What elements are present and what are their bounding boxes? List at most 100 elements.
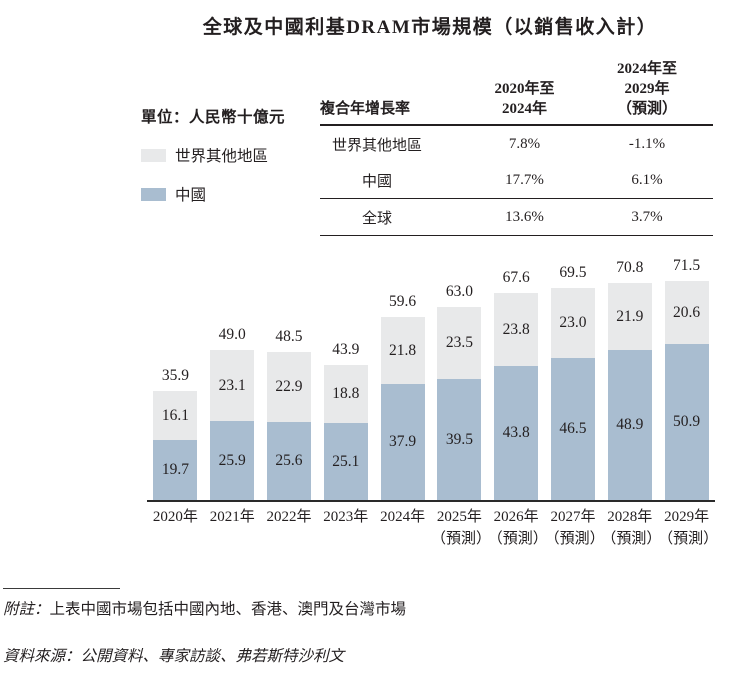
- bar-segment-value: 19.7: [161, 461, 189, 478]
- x-axis-tick-label: 2021年: [209, 509, 255, 525]
- bar-segment-value: 43.8: [502, 424, 530, 441]
- bar-group: 67.6 23.8 43.8: [488, 238, 545, 500]
- bar-total-label: 49.0: [218, 326, 246, 343]
- bar-segment-value: 20.6: [673, 303, 701, 321]
- stacked-bar-chart: 35.9 16.1 19.7 49.0 23.1 25.9 48.5 22.9 25.6 43.9…: [147, 238, 715, 500]
- bar-segment-value: 18.8: [332, 385, 360, 402]
- bar-stack: 21.8 37.9: [380, 317, 425, 500]
- bar-segment-china: 37.9: [380, 384, 425, 500]
- bar-segment-value: 21.8: [389, 341, 417, 359]
- bar-segment-value: 39.5: [445, 430, 473, 448]
- bar-segment-rest-of-world: 16.1: [153, 391, 198, 440]
- bar-total-label: 43.9: [332, 341, 360, 358]
- bar-segment-china: 48.9: [607, 350, 652, 500]
- bar-total-label: 71.5: [673, 257, 701, 274]
- x-axis-tick-label: 2028年 （預測）: [601, 509, 662, 547]
- bar-stack: 21.9 48.9: [607, 283, 652, 500]
- bar-group: 49.0 23.1 25.9: [204, 238, 261, 500]
- cagr-row-label: 中國: [361, 173, 392, 190]
- cagr-value-p2: 6.1%: [631, 171, 663, 188]
- bar-stack: 16.1 19.7: [153, 391, 198, 500]
- bar-total-label: 59.6: [389, 293, 417, 310]
- legend-swatch-china-icon: [141, 187, 166, 201]
- bar-segment-china: 25.6: [266, 422, 311, 500]
- cagr-row-china: 中國 17.7% 6.1%: [320, 162, 713, 198]
- cagr-value-p1: 7.8%: [508, 135, 541, 152]
- bar-total-label: 70.8: [616, 259, 644, 276]
- cagr-value-p2: -1.1%: [628, 135, 666, 152]
- cagr-value-p1: 17.7%: [505, 171, 544, 188]
- bar-segment-value: 23.0: [559, 314, 587, 331]
- cagr-row-label: 世界其他地區: [331, 137, 422, 154]
- bar-segment-value: 48.9: [616, 416, 644, 433]
- bar-segment-value: 37.9: [389, 433, 417, 450]
- bar-stack: 20.6 50.9: [664, 281, 709, 500]
- x-axis-labels: 2020年 2021年 2022年 2023年 2024年 2025年 （預測） 2026年…: [147, 507, 718, 551]
- bar-segment-rest-of-world: 23.5: [437, 307, 482, 379]
- bar-total-label: 48.5: [275, 328, 303, 345]
- page-title: 全球及中國利基DRAM市場規模（以銷售收入計）: [202, 17, 658, 38]
- bar-segment-rest-of-world: 20.6: [664, 281, 709, 344]
- legend-label-china: 中國: [175, 187, 207, 204]
- x-axis-line: [147, 500, 715, 502]
- unit-label: 單位：人民幣十億元: [141, 109, 286, 126]
- footnote-text: 上表中國市場包括中國內地、香港、澳門及台灣市場: [49, 601, 407, 618]
- bar-segment-rest-of-world: 18.8: [323, 365, 368, 423]
- cagr-table: 複合年增長率 2020年至 2024年 2024年至 2029年 （預測） 世界…: [320, 60, 713, 237]
- chart-legend: 單位：人民幣十億元 世界其他地區 中國: [141, 105, 285, 205]
- cagr-row-label: 全球: [361, 210, 392, 227]
- x-axis-tick-label: 2024年: [380, 509, 426, 525]
- x-axis-tick-label: 2026年 （預測）: [487, 509, 548, 547]
- cagr-row-rest-of-world: 世界其他地區 7.8% -1.1%: [320, 126, 713, 162]
- bar-segment-rest-of-world: 23.0: [550, 288, 595, 358]
- bar-total-label: 67.6: [502, 269, 530, 286]
- bar-segment-value: 25.6: [275, 452, 303, 469]
- x-axis-tick-label: 2022年: [266, 509, 312, 525]
- x-axis-tick-label: 2025年 （預測）: [430, 509, 491, 547]
- bar-segment-rest-of-world: 22.9: [266, 352, 311, 422]
- bar-group: 71.5 20.6 50.9: [658, 238, 715, 500]
- bar-segment-rest-of-world: 23.1: [210, 350, 255, 421]
- bar-segment-china: 25.1: [323, 423, 368, 500]
- bar-segment-china: 25.9: [210, 421, 255, 500]
- bar-segment-value: 23.5: [445, 334, 473, 351]
- cagr-value-p1: 13.6%: [505, 208, 544, 225]
- bar-segment-value: 25.1: [332, 452, 360, 470]
- bar-segment-value: 50.9: [673, 413, 701, 430]
- bar-segment-china: 50.9: [664, 344, 709, 500]
- bar-segment-rest-of-world: 23.8: [494, 293, 539, 366]
- bar-group: 69.5 23.0 46.5: [545, 238, 602, 500]
- cagr-header-period2: 2024年至 2029年 （預測）: [616, 61, 677, 117]
- bar-segment-value: 46.5: [559, 420, 587, 437]
- cagr-row-global: 全球 13.6% 3.7%: [320, 198, 713, 237]
- x-axis-tick-label: 2027年 （預測）: [544, 509, 605, 547]
- bar-stack: 18.8 25.1: [323, 365, 368, 500]
- bar-segment-china: 39.5: [437, 379, 482, 500]
- bar-total-label: 63.0: [445, 283, 473, 300]
- bar-group: 35.9 16.1 19.7: [147, 238, 204, 500]
- bar-segment-rest-of-world: 21.9: [607, 283, 652, 350]
- footnote: 附註：上表中國市場包括中國內地、香港、澳門及台灣市場: [3, 597, 406, 619]
- footnote-divider: [3, 588, 120, 589]
- x-axis-tick-label: 2023年: [323, 509, 369, 525]
- bar-stack: 23.8 43.8: [494, 293, 539, 500]
- bar-group: 63.0 23.5 39.5: [431, 238, 488, 500]
- bar-stack: 23.5 39.5: [437, 307, 482, 500]
- legend-swatch-rest-of-world-icon: [141, 148, 166, 162]
- bar-total-label: 69.5: [559, 264, 587, 281]
- cagr-table-header: 複合年增長率 2020年至 2024年 2024年至 2029年 （預測）: [320, 60, 713, 127]
- x-axis-tick-label: 2020年: [152, 509, 198, 525]
- bar-group: 48.5 22.9 25.6: [261, 238, 318, 500]
- bar-group: 43.9 18.8 25.1: [317, 238, 374, 500]
- bar-segment-value: 16.1: [161, 406, 189, 424]
- bar-segment-value: 23.1: [218, 376, 246, 394]
- bar-segment-china: 46.5: [550, 358, 595, 500]
- bar-stack: 22.9 25.6: [266, 352, 311, 500]
- bar-stack: 23.0 46.5: [550, 288, 595, 500]
- legend-item-china: 中國: [141, 183, 285, 205]
- cagr-header-metric: 複合年增長率: [320, 100, 411, 117]
- bar-segment-china: 19.7: [153, 440, 198, 500]
- data-source: 資料來源：公開資料、專家訪談、弗若斯特沙利文: [3, 648, 345, 665]
- bar-segment-value: 22.9: [275, 378, 303, 395]
- bar-group: 70.8 21.9 48.9: [601, 238, 658, 500]
